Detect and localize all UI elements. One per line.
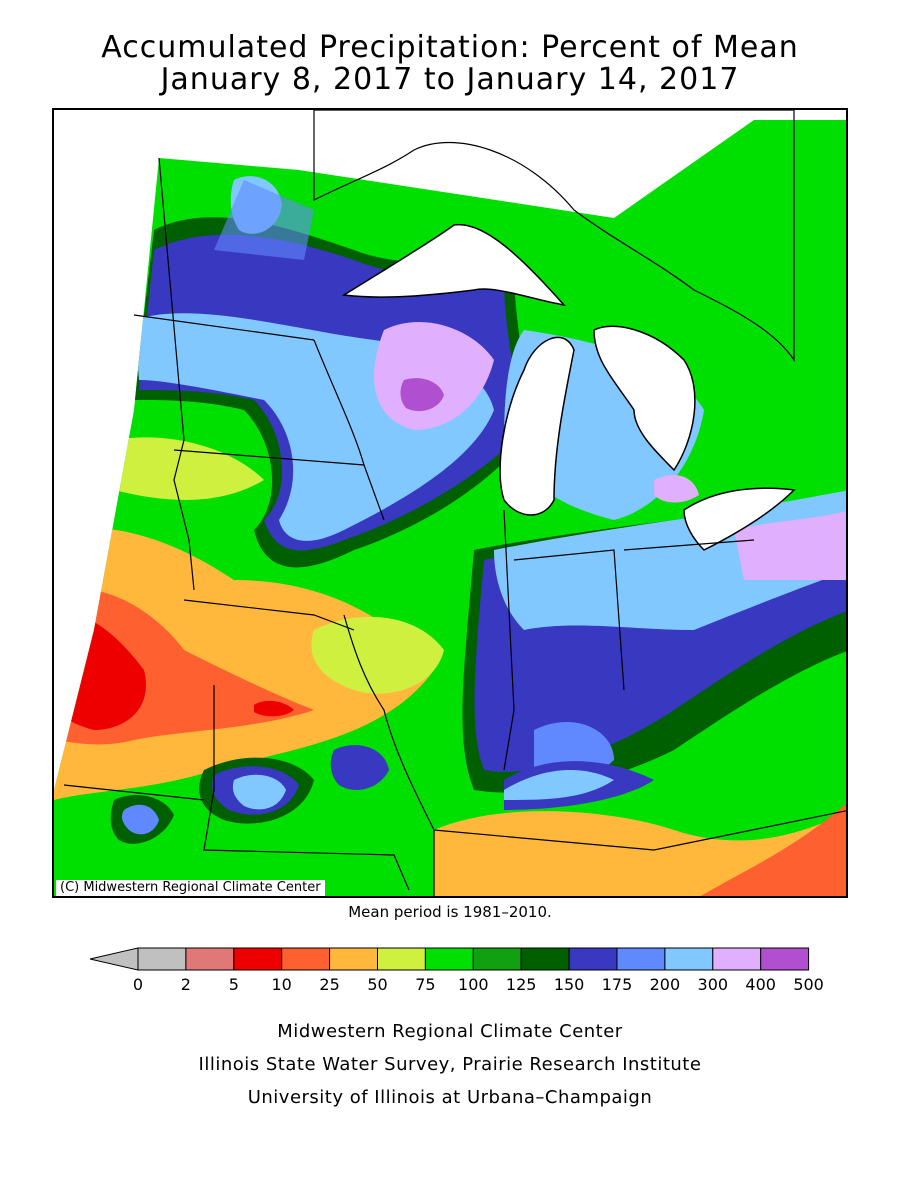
legend-label: 150 xyxy=(553,975,585,994)
canada-land xyxy=(313,110,795,362)
legend-label: 0 xyxy=(132,975,144,994)
map-title: Accumulated Precipitation: Percent of Me… xyxy=(101,30,799,65)
legend-swatch xyxy=(472,947,522,971)
legend-label: 2 xyxy=(180,975,191,994)
legend-swatch xyxy=(616,947,666,971)
copyright-label: (C) Midwestern Regional Climate Center xyxy=(56,880,325,896)
legend-swatch xyxy=(377,947,426,971)
precipitation-map xyxy=(52,108,848,898)
footer-org: Midwestern Regional Climate Center xyxy=(277,1021,623,1042)
legend-swatch xyxy=(664,947,714,971)
legend-label: 75 xyxy=(415,975,436,994)
legend-label: 25 xyxy=(319,975,340,994)
legend-label: 300 xyxy=(697,975,729,994)
legend-label: 50 xyxy=(367,975,388,994)
footer-university: University of Illinois at Urbana–Champai… xyxy=(247,1087,653,1108)
color-legend: 0 2 5 10 25 50 75 100 125 150 175 200 300 400 500 xyxy=(88,946,828,1006)
legend-label: 500 xyxy=(793,975,824,994)
state-boundaries xyxy=(63,157,846,896)
legend-swatch xyxy=(185,947,235,971)
great-lakes xyxy=(341,223,796,551)
legend-label: 400 xyxy=(745,975,776,994)
legend-label: 10 xyxy=(271,975,292,994)
legend-underflow-arrow xyxy=(89,947,139,971)
legend-swatch xyxy=(281,947,331,971)
legend-swatch xyxy=(568,947,618,971)
legend-swatch xyxy=(760,947,810,971)
legend-swatch xyxy=(424,947,474,971)
legend-swatch xyxy=(137,947,187,971)
legend-swatch xyxy=(712,947,762,971)
legend-label: 200 xyxy=(649,975,681,994)
legend-label: 100 xyxy=(458,975,489,994)
legend-label: 125 xyxy=(505,975,537,994)
map-date-range: January 8, 2017 to January 14, 2017 xyxy=(160,62,740,97)
mean-period-note: Mean period is 1981–2010. xyxy=(348,903,552,921)
legend-label: 5 xyxy=(228,975,239,994)
legend-swatch xyxy=(233,947,283,971)
legend-swatch xyxy=(520,947,570,971)
footer-survey: Illinois State Water Survey, Prairie Res… xyxy=(198,1054,702,1075)
legend-swatch xyxy=(329,947,379,971)
legend-color-bar xyxy=(89,947,810,971)
legend-label: 175 xyxy=(601,975,633,994)
